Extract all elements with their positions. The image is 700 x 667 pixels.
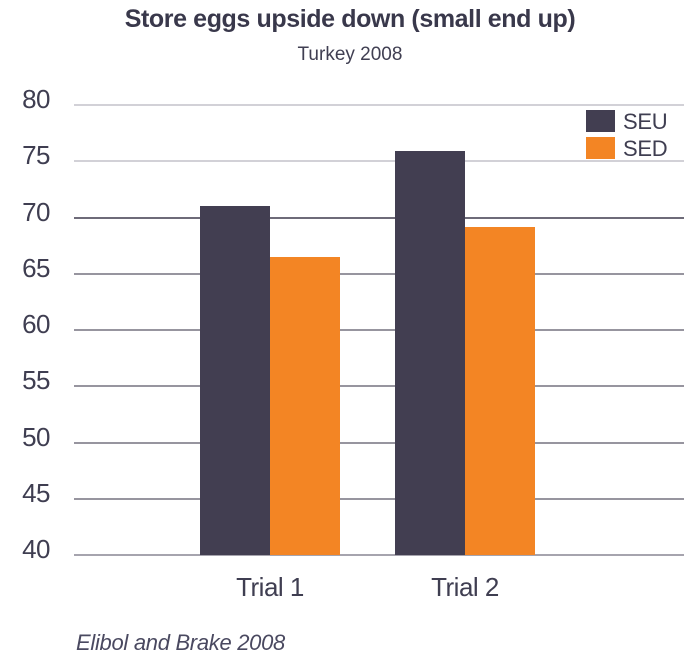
y-tick-label-40: 40 xyxy=(22,534,50,564)
y-tick-label-50: 50 xyxy=(22,421,50,452)
bar-seu-trial-2[interactable] xyxy=(395,151,465,555)
y-tick-label-55: 55 xyxy=(22,365,50,396)
gridline-y50 xyxy=(74,441,684,444)
bar-sed-trial-2[interactable] xyxy=(465,226,535,555)
legend-swatch-sed xyxy=(586,137,615,159)
y-tick-label-65: 65 xyxy=(22,252,50,283)
x-axis-label-trial-2: Trial 2 xyxy=(431,572,499,602)
legend-swatch-seu xyxy=(586,110,615,132)
gridline-y65 xyxy=(74,272,684,275)
x-axis-label-trial-1: Trial 1 xyxy=(236,572,304,602)
bar-sed-trial-1[interactable] xyxy=(270,256,340,555)
legend-label-seu: SEU xyxy=(623,109,668,134)
gridline-y60 xyxy=(74,329,684,331)
y-tick-label-75: 75 xyxy=(22,140,50,171)
y-tick-label-80: 80 xyxy=(22,84,50,114)
gridline-y70 xyxy=(74,216,684,219)
y-tick-label-45: 45 xyxy=(22,477,50,508)
gridline-y40 xyxy=(74,554,684,556)
gridline-y55 xyxy=(74,385,684,388)
gridline-y45 xyxy=(74,497,684,500)
bar-seu-trial-1[interactable] xyxy=(200,206,270,555)
y-tick-label-70: 70 xyxy=(22,196,50,227)
legend-label-sed: SED xyxy=(623,136,668,161)
source-caption: Elibol and Brake 2008 xyxy=(76,630,285,655)
gridline-y75 xyxy=(74,160,684,163)
gridline-y80 xyxy=(74,104,684,106)
chart-title: Store eggs upside down (small end up) xyxy=(124,5,576,33)
chart-subtitle: Turkey 2008 xyxy=(297,44,403,65)
y-tick-label-60: 60 xyxy=(22,309,50,339)
